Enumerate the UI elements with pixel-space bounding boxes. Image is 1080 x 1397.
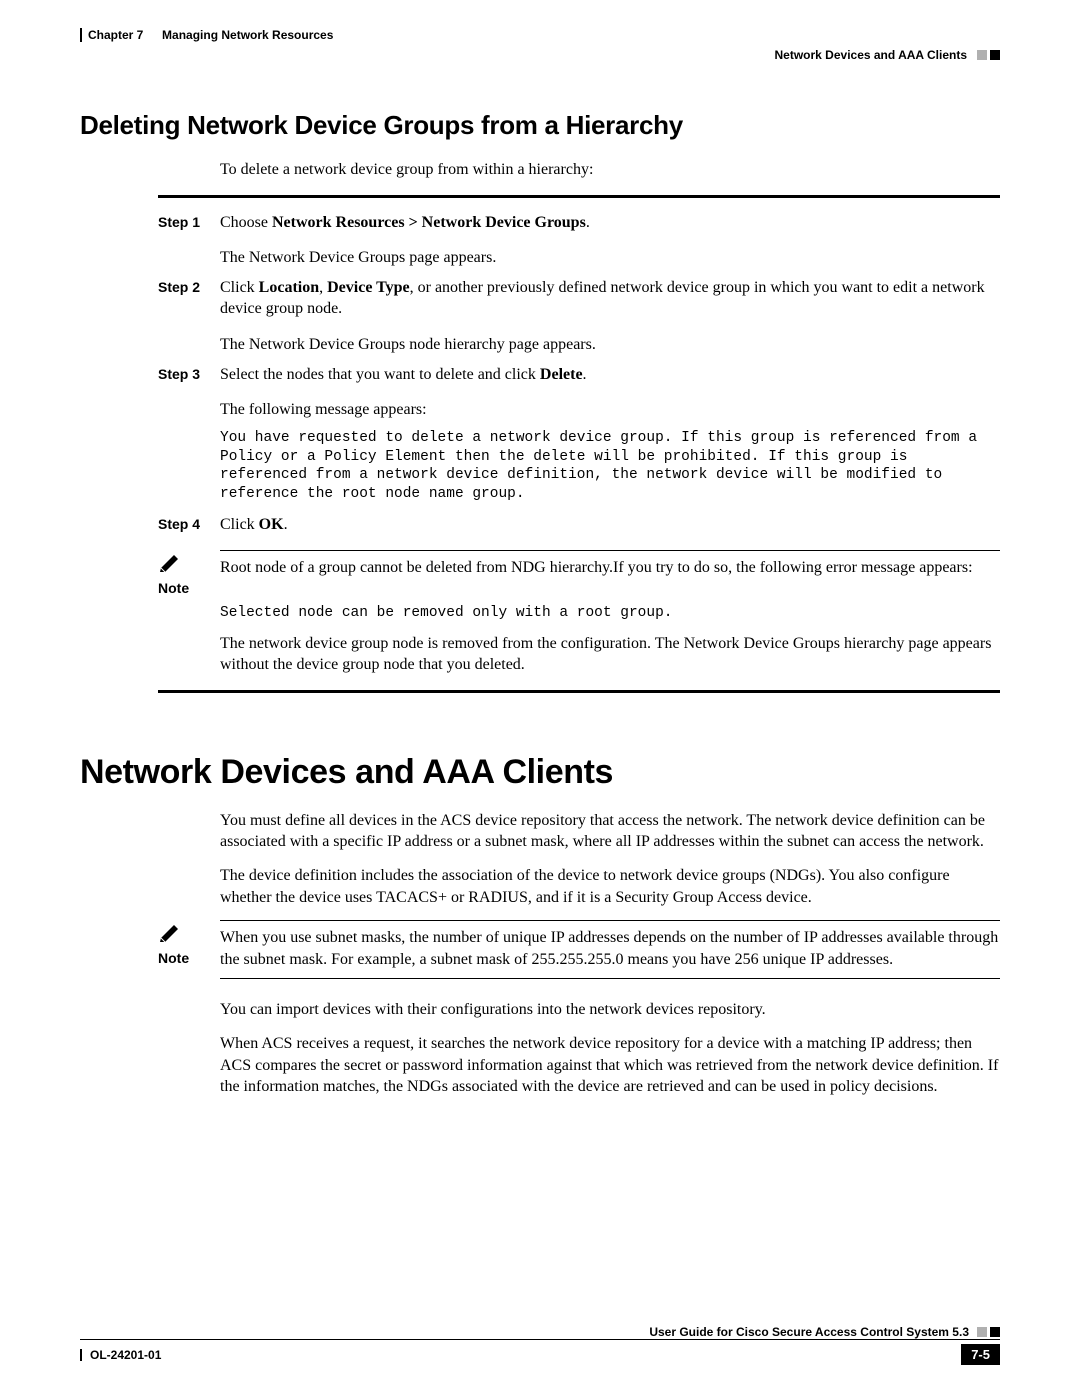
note-text: When you use subnet masks, the number of… xyxy=(220,927,1000,970)
pencil-icon xyxy=(158,550,184,572)
note-block: Note When you use subnet masks, the numb… xyxy=(158,920,1000,985)
pencil-icon xyxy=(158,920,184,942)
footer-docnum: OL-24201-01 xyxy=(90,1348,161,1362)
chapter-number: Chapter 7 xyxy=(88,28,143,42)
note-block: Note Root node of a group cannot be dele… xyxy=(158,550,1000,596)
chapter-title: Managing Network Resources xyxy=(162,28,333,42)
step-row: Step 1Choose Network Resources > Network… xyxy=(158,212,1000,240)
page-header: Chapter 7 Managing Network Resources xyxy=(80,28,1000,42)
body-paragraph: You must define all devices in the ACS d… xyxy=(220,810,1000,853)
step-continuation: The Network Device Groups node hierarchy… xyxy=(220,334,1000,356)
breadcrumb: Network Devices and AAA Clients xyxy=(775,48,968,62)
body-paragraph: The device definition includes the assoc… xyxy=(220,865,1000,908)
step-continuation: The Network Device Groups page appears. xyxy=(220,247,1000,269)
decor-squares-icon xyxy=(977,50,1000,60)
step-body: Choose Network Resources > Network Devic… xyxy=(220,212,1000,240)
footer-bar-icon xyxy=(80,1349,82,1361)
breadcrumb-row: Network Devices and AAA Clients xyxy=(80,48,1000,62)
note-text: Root node of a group cannot be deleted f… xyxy=(220,557,1000,579)
closing-text: The network device group node is removed… xyxy=(220,633,1000,676)
step-label: Step 3 xyxy=(158,364,220,392)
step-label: Step 4 xyxy=(158,514,220,542)
page-footer: User Guide for Cisco Secure Access Contr… xyxy=(80,1325,1000,1365)
step-label: Step 2 xyxy=(158,277,220,326)
intro-text: To delete a network device group from wi… xyxy=(220,159,1000,181)
note-bottom-rule xyxy=(220,978,1000,979)
step-body: Select the nodes that you want to delete… xyxy=(220,364,1000,392)
note-top-rule xyxy=(220,920,1000,921)
footer-rule xyxy=(80,1339,1000,1340)
step-label: Step 1 xyxy=(158,212,220,240)
page-number: 7-5 xyxy=(961,1344,1000,1365)
section-heading-large: Network Devices and AAA Clients xyxy=(80,753,1000,792)
step-continuation: The following message appears: xyxy=(220,399,1000,421)
step-body: Click OK. xyxy=(220,514,1000,542)
footer-guide-title: User Guide for Cisco Secure Access Contr… xyxy=(649,1325,969,1339)
body-paragraph: When ACS receives a request, it searches… xyxy=(220,1033,1000,1098)
note-label: Note xyxy=(158,580,220,596)
header-bar-icon xyxy=(80,28,82,42)
divider-heavy xyxy=(158,690,1000,693)
step-code: You have requested to delete a network d… xyxy=(220,429,1000,504)
divider-heavy xyxy=(158,195,1000,198)
note-top-rule xyxy=(220,550,1000,551)
section-heading: Deleting Network Device Groups from a Hi… xyxy=(80,110,1000,141)
decor-squares-icon xyxy=(977,1327,1000,1337)
body-paragraph: You can import devices with their config… xyxy=(220,999,1000,1021)
step-row: Step 4Click OK. xyxy=(158,514,1000,542)
note-code: Selected node can be removed only with a… xyxy=(220,604,1000,623)
step-row: Step 3Select the nodes that you want to … xyxy=(158,364,1000,392)
step-body: Click Location, Device Type, or another … xyxy=(220,277,1000,326)
step-row: Step 2Click Location, Device Type, or an… xyxy=(158,277,1000,326)
note-label: Note xyxy=(158,950,220,966)
